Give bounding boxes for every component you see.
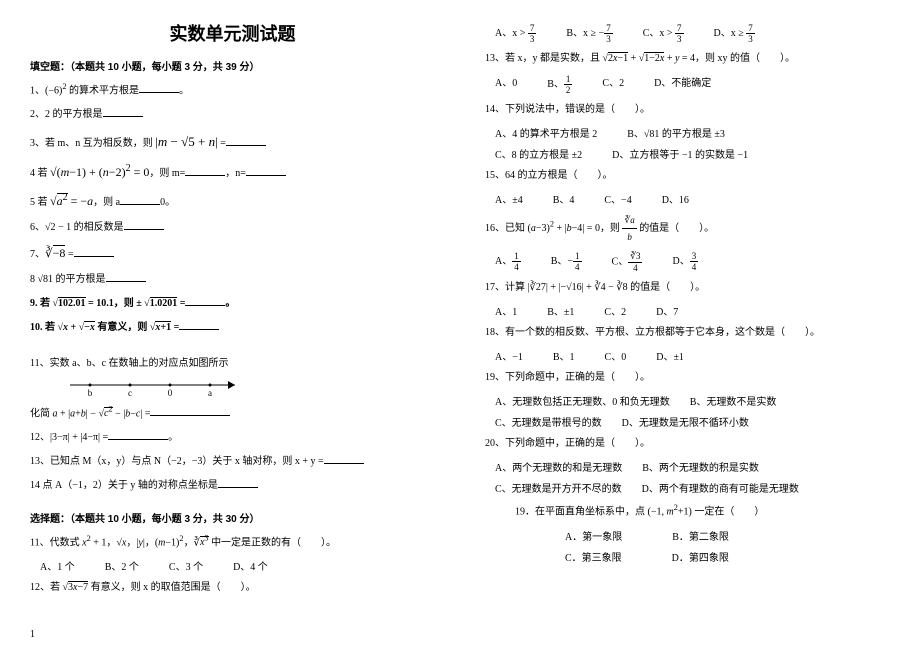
choice-section-header: 选择题：（本题共 10 小题，每小题 3 分，共 30 分） xyxy=(30,510,435,525)
c15-choices: A、±4 B、4 C、−4 D、16 xyxy=(495,191,890,206)
c21-b: B．第二象限 xyxy=(672,528,729,543)
c17: 17、计算 |∛27| + |−√16| + ∛4 − ∛8 的值是（ ）。 xyxy=(485,279,890,297)
c20-d: D、两个有理数的商有可能是无理数 xyxy=(642,480,799,495)
c21-choices-2: C．第三象限 D．第四象限 xyxy=(565,549,890,564)
c16-b: B、−14 xyxy=(551,251,582,273)
q5: 5 若 √a2 = −a，则 a0。 xyxy=(30,189,435,213)
c12-b: B、x ≥ −73 xyxy=(566,23,612,44)
c16-choices: A、14 B、−14 C、∛34 D、34 xyxy=(495,251,890,273)
c13-b: B、12 xyxy=(547,74,572,95)
page-number: 1 xyxy=(30,629,35,640)
c15-b: B、4 xyxy=(553,191,575,206)
c18-d: D、±1 xyxy=(656,348,684,363)
c14-a: A、4 的算术平方根是 2 xyxy=(495,125,597,140)
number-line-diagram: b c 0 a xyxy=(70,373,240,397)
c12-c: C、x > 73 xyxy=(643,23,684,44)
c13-choices: A、0 B、12 C、2 D、不能确定 xyxy=(495,74,890,95)
c16-c: C、∛34 xyxy=(612,251,643,273)
c18: 18、有一个数的相反数、平方根、立方根都等于它本身，这个数是（ ）。 xyxy=(485,324,890,342)
svg-text:0: 0 xyxy=(168,388,173,397)
fill-section-header: 填空题：（本题共 10 小题，每小题 3 分，共 39 分） xyxy=(30,58,435,73)
c19-b: B、无理数不是实数 xyxy=(690,393,777,408)
c21-a: A．第一象限 xyxy=(565,528,622,543)
svg-text:b: b xyxy=(88,388,93,397)
c12-choices: A、x > 73 B、x ≥ −73 C、x > 73 D、x ≥ 73 xyxy=(495,23,890,44)
q13: 13、已知点 M（x，y）与点 N（−2，−3）关于 x 轴对称，则 x + y… xyxy=(30,453,435,471)
c16-d: D、34 xyxy=(672,251,698,273)
c19-c: C、无理数是带根号的数 xyxy=(495,414,602,429)
q9: 9. 若 √102.01 = 10.1，则 ± √1.0201 =。 xyxy=(30,295,435,313)
c11-d: D、4 个 xyxy=(233,558,268,573)
c14-d: D、立方根等于 −1 的实数是 −1 xyxy=(612,146,748,161)
c17-choices: A、1 B、±1 C、2 D、7 xyxy=(495,303,890,318)
c20-a: A、两个无理数的和是无理数 xyxy=(495,459,622,474)
c21-d: D．第四象限 xyxy=(672,549,729,564)
c14-choices-2: C、8 的立方根是 ±2 D、立方根等于 −1 的实数是 −1 xyxy=(495,146,890,161)
c12-a: A、x > 73 xyxy=(495,23,536,44)
c21-choices-1: A．第一象限 B．第二象限 xyxy=(565,528,890,543)
c15-c: C、−4 xyxy=(604,191,631,206)
c19-choices-2: C、无理数是带根号的数 D、无理数是无限不循环小数 xyxy=(495,414,890,429)
c16-a: A、14 xyxy=(495,251,521,273)
c14-c: C、8 的立方根是 ±2 xyxy=(495,146,582,161)
q7: 7、∛−8 = xyxy=(30,243,435,265)
c15-a: A、±4 xyxy=(495,191,523,206)
c13-a: A、0 xyxy=(495,74,517,95)
c20: 20、下列命题中，正确的是（ ）。 xyxy=(485,435,890,453)
c14: 14、下列说法中，错误的是（ ）。 xyxy=(485,101,890,119)
c12-d: D、x ≥ 73 xyxy=(714,23,755,44)
c11-a: A、1 个 xyxy=(40,558,75,573)
c20-c: C、无理数是开方开不尽的数 xyxy=(495,480,622,495)
c19-choices-1: A、无理数包括正无理数、0 和负无理数 B、无理数不是实数 xyxy=(495,393,890,408)
c19-d: D、无理数是无限不循环小数 xyxy=(622,414,749,429)
c11-c: C、3 个 xyxy=(169,558,203,573)
c13: 13、若 x，y 都是实数，且 √2x−1 + √1−2x + y = 4，则 … xyxy=(485,50,890,68)
q14: 14 点 A（−1，2）关于 y 轴的对称点坐标是 xyxy=(30,477,435,495)
q3: 3、若 m、n 互为相反数，则 |m − √5 + n| = xyxy=(30,130,435,153)
right-column: A、x > 73 B、x ≥ −73 C、x > 73 D、x ≥ 73 13、… xyxy=(485,20,890,630)
c18-a: A、−1 xyxy=(495,348,523,363)
c17-c: C、2 xyxy=(604,303,626,318)
c14-b: B、√81 的平方根是 ±3 xyxy=(627,125,725,140)
c11: 11、代数式 x2 + 1，√x，|y|，(m−1)2，∛x3 中一定是正数的有… xyxy=(30,532,435,552)
c20-b: B、两个无理数的积是实数 xyxy=(642,459,759,474)
q11-text: 11、实数 a、b、c 在数轴上的对应点如图所示 xyxy=(30,358,229,369)
c20-choices-2: C、无理数是开方开不尽的数 D、两个有理数的商有可能是无理数 xyxy=(495,480,890,495)
c15: 15、64 的立方根是（ ）。 xyxy=(485,167,890,185)
c13-d: D、不能确定 xyxy=(654,74,711,95)
c11-b: B、2 个 xyxy=(105,558,139,573)
c17-b: B、±1 xyxy=(547,303,574,318)
c19: 19、下列命题中，正确的是（ ）。 xyxy=(485,369,890,387)
c13-c: C、2 xyxy=(602,74,624,95)
q11-simplify: 化简 a + |a+b| − √c2 − |b−c| = xyxy=(30,403,435,423)
c21-c: C．第三象限 xyxy=(565,549,622,564)
c18-c: C、0 xyxy=(605,348,627,363)
q1: 1、(−6)2 的算术平方根是。 xyxy=(30,80,435,100)
page-title: 实数单元测试题 xyxy=(30,20,435,46)
c14-choices-1: A、4 的算术平方根是 2 B、√81 的平方根是 ±3 xyxy=(495,125,890,140)
c20-choices-1: A、两个无理数的和是无理数 B、两个无理数的积是实数 xyxy=(495,459,890,474)
left-column: 实数单元测试题 填空题：（本题共 10 小题，每小题 3 分，共 39 分） 1… xyxy=(30,20,435,630)
q10: 10. 若 √x + √−x 有意义，则 √x+1 = xyxy=(30,319,435,337)
c18-b: B、1 xyxy=(553,348,575,363)
c21: 19．在平面直角坐标系中，点 (−1, m2+1) 一定在（ ） xyxy=(515,501,890,521)
c18-choices: A、−1 B、1 C、0 D、±1 xyxy=(495,348,890,363)
q6: 6、√2 − 1 的相反数是 xyxy=(30,219,435,237)
q4: 4 若 √(m−1) + (n−2)2 = 0，则 m=，n= xyxy=(30,160,435,184)
c19-a: A、无理数包括正无理数、0 和负无理数 xyxy=(495,393,670,408)
svg-text:c: c xyxy=(128,388,132,397)
c17-d: D、7 xyxy=(656,303,678,318)
q8: 8 √81 的平方根是 xyxy=(30,271,435,289)
q2: 2、2 的平方根是 xyxy=(30,106,435,124)
c17-a: A、1 xyxy=(495,303,517,318)
q12: 12、|3−π| + |4−π| =。 xyxy=(30,429,435,447)
c16: 16、已知 (a−3)2 + |b−4| = 0，则 ∛ab 的值是（ ）。 xyxy=(485,212,890,245)
c11-choices: A、1 个 B、2 个 C、3 个 D、4 个 xyxy=(40,558,435,573)
svg-text:a: a xyxy=(208,388,212,397)
c15-d: D、16 xyxy=(662,191,689,206)
c12: 12、若 √3x−7 有意义，则 x 的取值范围是（ ）。 xyxy=(30,579,435,597)
q11: 11、实数 a、b、c 在数轴上的对应点如图所示 b c 0 a xyxy=(30,355,435,397)
